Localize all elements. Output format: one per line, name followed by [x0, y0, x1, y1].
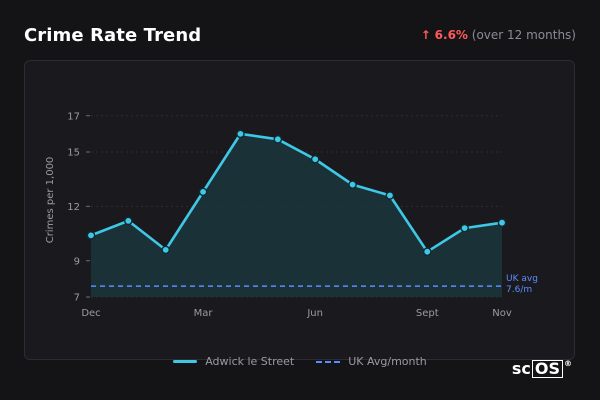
reference-label-line1: UK avg: [506, 274, 538, 284]
data-point: [273, 135, 283, 144]
logo-prefix: sc: [511, 359, 531, 378]
registered-mark: ®: [564, 359, 572, 368]
data-point: [198, 187, 208, 197]
y-tick-label: 9: [74, 256, 80, 267]
chart-legend: Adwick le Street UK Avg/month: [0, 355, 600, 368]
series-line: [89, 132, 504, 253]
legend-reference-label: UK Avg/month: [348, 355, 427, 368]
y-tick-label: 7: [74, 293, 80, 304]
data-point: [161, 245, 171, 255]
y-axis-ticks: 7 9 12 15 17: [67, 111, 90, 304]
data-point: [497, 218, 507, 227]
y-tick-label: 17: [67, 111, 80, 122]
legend-dashed-swatch: [316, 360, 341, 363]
trend-change-indicator: ↑ 6.6% (over 12 months): [421, 28, 576, 42]
y-axis-label: Crimes per 1,000: [45, 157, 56, 244]
data-point: [422, 247, 432, 256]
x-tick-label: Mar: [194, 308, 214, 319]
y-tick-label: 15: [67, 148, 80, 159]
x-tick-label: Nov: [492, 308, 512, 319]
trend-up-icon: ↑: [420, 28, 431, 42]
series-area-fill: [91, 133, 502, 297]
data-point: [124, 216, 133, 226]
legend-item-series[interactable]: Adwick le Street: [173, 355, 294, 368]
data-point: [348, 180, 357, 189]
data-points: [86, 129, 507, 256]
series-line-group: [89, 132, 504, 253]
brand-logo: sc OS ®: [512, 359, 572, 378]
reference-label-line2: 7.6/m: [506, 285, 532, 295]
trend-change-period: (over 12 months): [471, 28, 576, 42]
x-tick-label: Sept: [416, 308, 439, 319]
logo-boxed-text: OS: [531, 360, 563, 378]
trend-change-percent: 6.6%: [434, 28, 468, 42]
y-tick-label: 12: [67, 202, 80, 213]
chart-title: Crime Rate Trend: [24, 25, 202, 46]
x-tick-label: Dec: [81, 308, 100, 319]
legend-item-reference[interactable]: UK Avg/month: [316, 355, 427, 368]
x-tick-label: Jun: [306, 308, 323, 319]
data-point: [236, 129, 245, 139]
data-point: [385, 191, 395, 200]
data-point: [86, 231, 96, 240]
legend-series-label: Adwick le Street: [205, 355, 295, 368]
series-area: [91, 133, 502, 297]
data-point: [460, 223, 469, 233]
x-axis-ticks: Dec Mar Jun Sept Nov: [81, 308, 512, 319]
data-point: [310, 154, 320, 164]
legend-line-swatch: [173, 360, 198, 363]
